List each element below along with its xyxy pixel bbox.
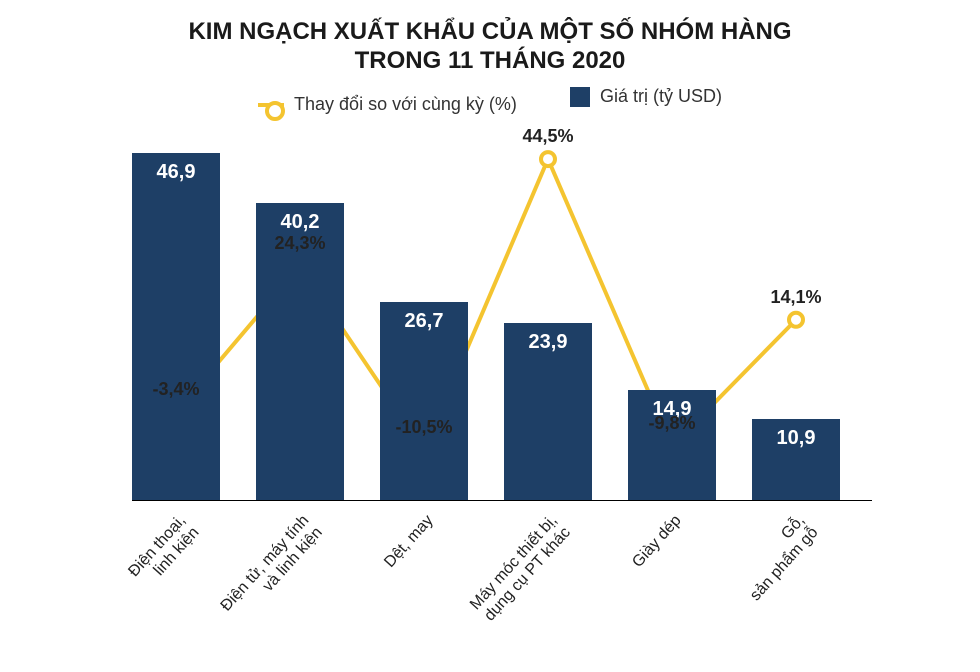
line-value-label: 24,3% — [274, 233, 325, 254]
bar: 23,9 — [504, 323, 592, 500]
legend-line-label: Thay đổi so với cùng kỳ (%) — [294, 94, 517, 115]
line-marker-icon — [789, 313, 803, 327]
legend-item-bar: Giá trị (tỷ USD) — [570, 86, 722, 107]
x-axis-label: Máy móc thiết bị,dụng cụ PT khác — [467, 512, 575, 626]
bar: 10,9 — [752, 419, 840, 500]
bar: 46,9 — [132, 153, 220, 500]
line-value-label: 44,5% — [522, 126, 573, 147]
bar-value-label: 23,9 — [504, 331, 592, 354]
legend-item-line: Thay đổi so với cùng kỳ (%) — [258, 94, 517, 115]
x-axis-baseline — [132, 500, 872, 501]
legend-line-marker-icon — [258, 103, 284, 107]
line-value-label: -10,5% — [395, 417, 452, 438]
line-marker-icon — [541, 152, 555, 166]
legend-bar-swatch-icon — [570, 87, 590, 107]
legend: Thay đổi so với cùng kỳ (%) Giá trị (tỷ … — [0, 86, 980, 115]
line-value-label: 14,1% — [770, 287, 821, 308]
chart-title: KIM NGẠCH XUẤT KHẨU CỦA MỘT SỐ NHÓM HÀNG… — [0, 18, 980, 76]
bar-value-label: 10,9 — [752, 427, 840, 450]
bar: 14,9 — [628, 390, 716, 500]
line-value-label: -3,4% — [152, 379, 199, 400]
export-chart: KIM NGẠCH XUẤT KHẨU CỦA MỘT SỐ NHÓM HÀNG… — [0, 0, 980, 672]
bar-value-label: 40,2 — [256, 211, 344, 234]
chart-title-line2: TRONG 11 THÁNG 2020 — [0, 47, 980, 76]
x-axis-label: Điện tử, máy tínhvà linh kiện — [218, 512, 327, 627]
bar: 26,7 — [380, 302, 468, 500]
line-value-label: -9,8% — [648, 413, 695, 434]
plot-area: 46,9-3,4%40,224,3%26,7-10,5%23,944,5%14,… — [132, 130, 872, 500]
x-axis-label: Gỗ,sản phẩm gỗ — [734, 512, 823, 605]
x-axis-label: Giày dép — [629, 512, 685, 572]
x-axis-label: Điện thoại,linh kiện — [125, 512, 203, 593]
x-axis-label: Dệt, may — [381, 512, 437, 572]
chart-title-line1: KIM NGẠCH XUẤT KHẨU CỦA MỘT SỐ NHÓM HÀNG — [0, 18, 980, 47]
x-axis-labels: Điện thoại,linh kiệnĐiện tử, máy tínhvà … — [132, 500, 872, 670]
bar-value-label: 26,7 — [380, 310, 468, 333]
legend-bar-label: Giá trị (tỷ USD) — [600, 86, 722, 107]
bar-value-label: 46,9 — [132, 161, 220, 184]
